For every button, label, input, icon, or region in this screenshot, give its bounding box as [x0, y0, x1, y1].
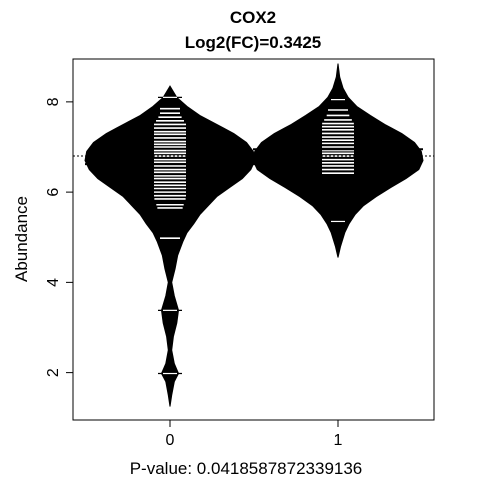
y-tick-label: 2 — [45, 368, 62, 377]
chart-title: COX2 — [230, 8, 276, 27]
y-tick-label: 8 — [45, 97, 62, 106]
chart-subtitle: Log2(FC)=0.3425 — [185, 33, 322, 52]
y-axis-label: Abundance — [12, 196, 31, 282]
bean-density-1 — [252, 63, 424, 258]
y-axis: 2 4 6 8 — [45, 97, 74, 377]
y-tick-label: 6 — [45, 188, 62, 197]
x-tick-label: 1 — [334, 432, 343, 449]
x-axis-label: P-value: 0.0418587872339136 — [130, 459, 363, 478]
beans-layer — [84, 63, 424, 407]
bean-group-0 — [84, 85, 256, 407]
title-block: COX2 Log2(FC)=0.3425 — [185, 8, 322, 52]
bean-group-1 — [252, 63, 424, 258]
plot-frame — [72, 58, 435, 421]
y-tick-label: 4 — [45, 278, 62, 287]
bean-density-0 — [84, 85, 256, 407]
x-tick-label: 0 — [166, 432, 175, 449]
